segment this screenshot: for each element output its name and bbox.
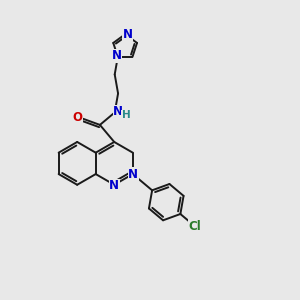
Text: N: N <box>113 105 123 119</box>
Text: N: N <box>112 50 122 62</box>
Text: N: N <box>109 179 119 192</box>
Text: N: N <box>128 168 138 181</box>
Text: O: O <box>73 111 83 124</box>
Text: H: H <box>122 110 130 121</box>
Text: Cl: Cl <box>188 220 201 232</box>
Text: N: N <box>122 28 133 41</box>
